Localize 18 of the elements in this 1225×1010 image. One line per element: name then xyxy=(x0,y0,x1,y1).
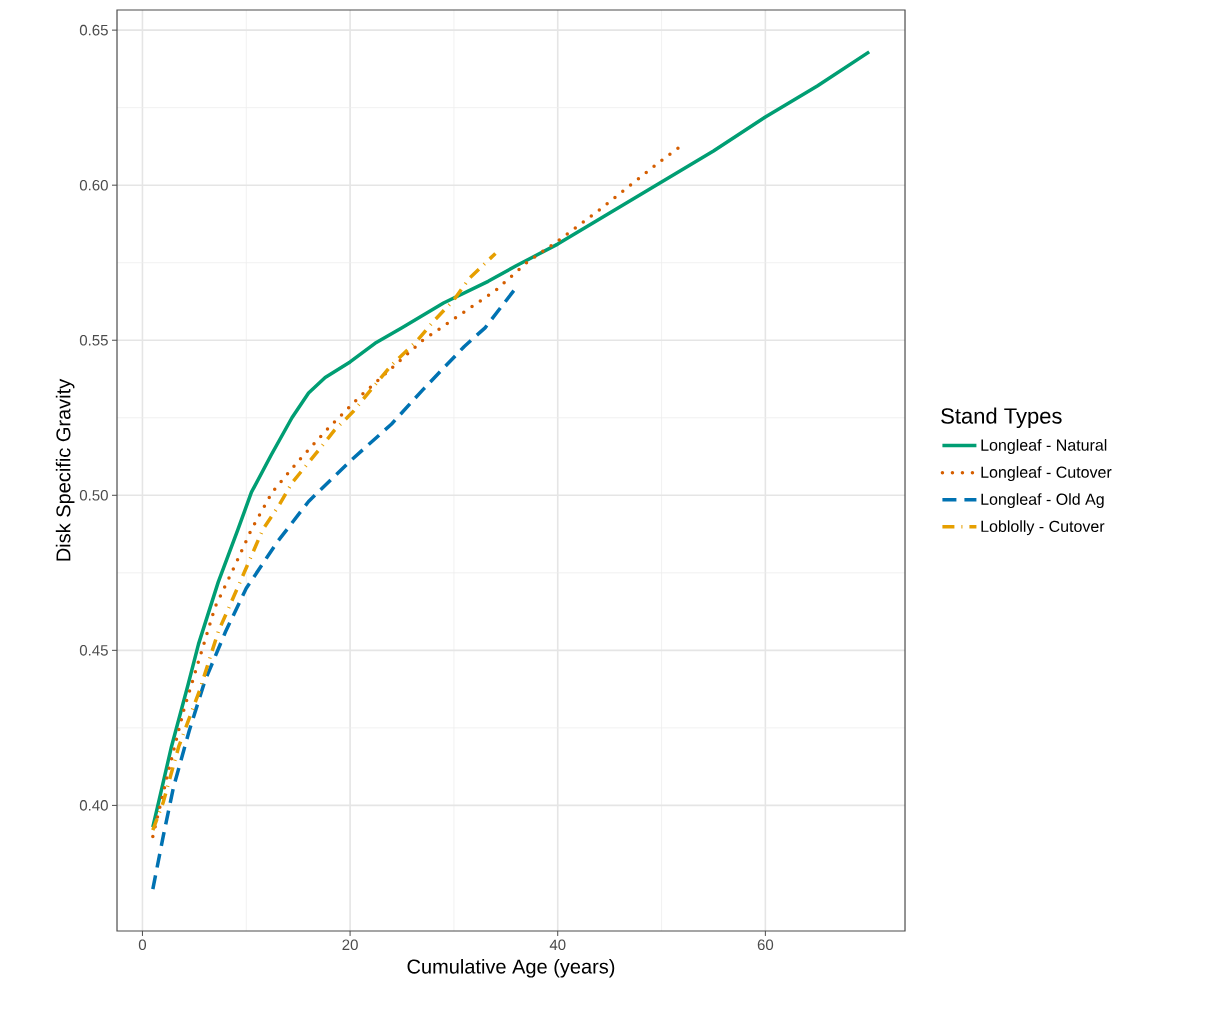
line-series xyxy=(151,251,498,832)
y-tick-label: 0.65 xyxy=(79,24,108,36)
legend-label: Longleaf - Cutover xyxy=(981,466,1112,482)
x-tick-label: 40 xyxy=(549,939,566,951)
legend-title: Stand Types xyxy=(941,407,1062,429)
legend-label: Loblolly - Cutover xyxy=(981,520,1105,536)
y-tick-label: 0.60 xyxy=(79,179,108,191)
y-tick-label: 0.50 xyxy=(79,489,108,501)
x-tick-label: 20 xyxy=(342,939,358,951)
y-tick-label: 0.40 xyxy=(79,800,108,811)
x-tick-label: 60 xyxy=(757,939,774,951)
x-tick-label: 0 xyxy=(138,939,147,951)
x-axis-title: Cumulative Age (years) xyxy=(407,958,615,978)
legend-label: Longleaf - Natural xyxy=(981,439,1107,454)
y-tick-label: 0.55 xyxy=(79,334,108,346)
y-axis-title: Disk Specific Gravity xyxy=(55,378,75,561)
y-tick-label: 0.45 xyxy=(79,645,108,656)
legend-label: Longleaf - Old Ag xyxy=(981,493,1104,509)
